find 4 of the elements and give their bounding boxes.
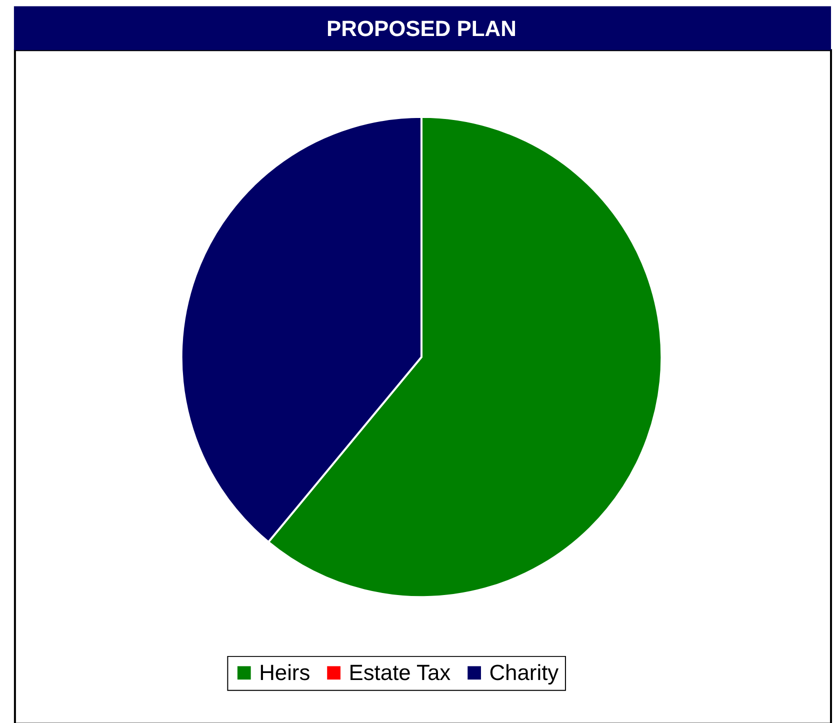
- legend-label: Heirs: [259, 660, 310, 685]
- legend-label: Estate Tax: [348, 660, 451, 685]
- legend-label: Charity: [489, 660, 559, 685]
- chart-title: PROPOSED PLAN: [326, 16, 516, 42]
